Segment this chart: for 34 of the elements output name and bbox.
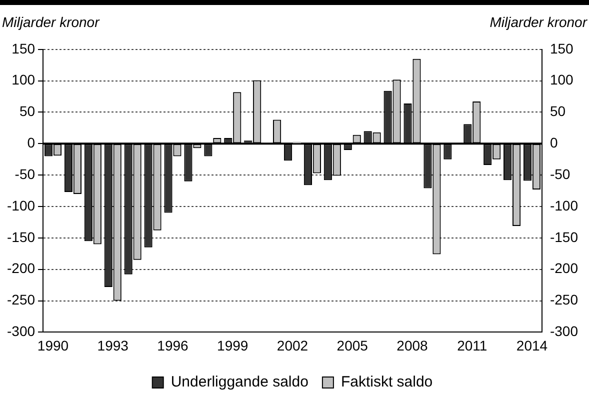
y2-tick-label: 150 xyxy=(550,40,574,56)
y-tick-label: 150 xyxy=(12,40,36,56)
y2-tick-label: 0 xyxy=(550,134,558,151)
legend-label: Underliggande saldo xyxy=(170,374,308,391)
y2-tick-label: -250 xyxy=(550,292,578,308)
y2-tick-label: -100 xyxy=(550,197,578,214)
x-tick-label: 1996 xyxy=(157,337,189,354)
y2-tick-label: 50 xyxy=(550,103,566,120)
x-tick-label: 2014 xyxy=(516,337,548,354)
y2-tick-label: -200 xyxy=(550,260,578,276)
x-tick-label: 2005 xyxy=(336,337,368,354)
y-tick-label: 0 xyxy=(27,134,36,151)
x-tick-label: 2011 xyxy=(457,337,488,354)
x-tick-label: 1999 xyxy=(217,337,248,354)
y-tick-label: -200 xyxy=(6,260,36,276)
y-tick-label: -150 xyxy=(6,228,36,245)
x-tick-label: 2002 xyxy=(276,337,308,354)
y2-tick-label: -150 xyxy=(550,228,578,245)
y-tick-label: 50 xyxy=(19,103,36,120)
y-tick-label: -300 xyxy=(6,323,36,340)
x-tick-label: 2008 xyxy=(396,337,428,354)
bar xyxy=(244,140,252,144)
legend-label: Faktiskt saldo xyxy=(340,374,433,391)
y-axis-title: Miljarder kronor xyxy=(2,14,100,30)
x-tick-label: 1993 xyxy=(97,337,129,354)
y-tick-label: -250 xyxy=(6,292,36,308)
y2-axis-title: Miljarder kronor xyxy=(490,14,587,30)
y2-tick-label: -50 xyxy=(550,166,570,182)
y-tick-label: 100 xyxy=(12,72,36,88)
y2-tick-label: -300 xyxy=(550,323,578,340)
x-tick-label: 1990 xyxy=(37,337,69,354)
y2-tick-label: 100 xyxy=(550,72,574,88)
y-tick-label: -50 xyxy=(14,166,36,182)
y-tick-label: -100 xyxy=(6,197,36,214)
